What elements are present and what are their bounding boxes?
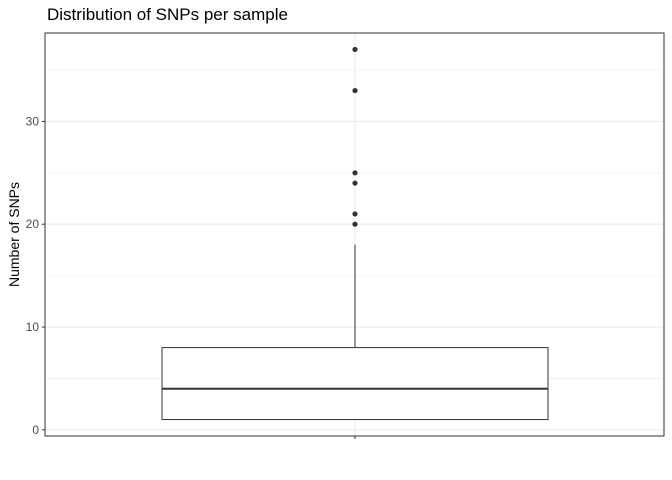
y-tick-label: 0: [32, 423, 39, 437]
outlier-point: [352, 180, 358, 186]
y-tick-label: 20: [26, 217, 40, 231]
iqr-box: [161, 347, 549, 421]
outlier-point: [352, 170, 358, 176]
outlier-point: [352, 46, 358, 53]
outlier-point: [352, 211, 358, 217]
outlier-point: [352, 87, 358, 94]
boxplot: [161, 46, 549, 421]
y-tick-label: 10: [26, 320, 40, 334]
axis-layer: 0 10 20 30: [26, 114, 356, 439]
chart-title: Distribution of SNPs per sample: [47, 5, 288, 24]
outlier-point: [352, 221, 358, 227]
y-axis-title: Number of SNPs: [6, 182, 22, 287]
y-tick-label: 30: [26, 114, 40, 128]
